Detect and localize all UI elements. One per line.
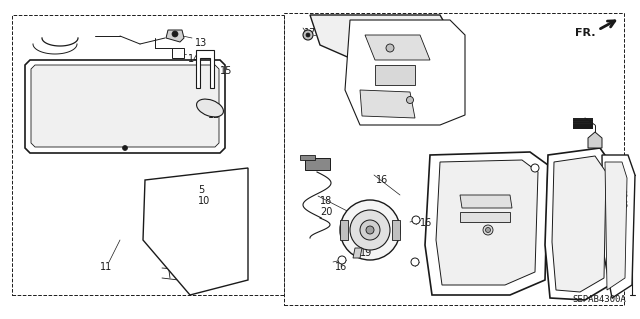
Polygon shape [143,168,248,295]
Circle shape [483,225,493,235]
Bar [12,15,284,295]
Text: 17: 17 [304,28,316,38]
Text: SEPAB4300A: SEPAB4300A [572,295,626,304]
Text: 14: 14 [188,54,200,64]
Text: 16: 16 [526,165,538,175]
Text: 2: 2 [605,210,611,220]
Circle shape [486,227,490,233]
Circle shape [406,97,413,103]
Text: 11: 11 [100,262,112,272]
Polygon shape [460,212,510,222]
Text: 13: 13 [195,38,207,48]
Text: 10: 10 [198,196,211,206]
Polygon shape [31,65,219,147]
Circle shape [122,145,127,151]
Polygon shape [166,30,184,42]
Polygon shape [300,155,315,160]
Polygon shape [360,90,415,118]
Polygon shape [552,156,606,292]
Polygon shape [460,195,512,208]
Circle shape [411,258,419,266]
Text: 15: 15 [220,66,232,76]
Text: 20: 20 [320,207,332,217]
Polygon shape [602,155,635,298]
Polygon shape [545,148,612,300]
Circle shape [531,164,539,172]
Circle shape [360,220,380,240]
Text: 16: 16 [335,262,348,272]
Circle shape [172,31,178,37]
Text: 4: 4 [500,248,506,258]
Text: FR.: FR. [575,28,595,38]
Polygon shape [310,15,460,80]
Text: 12: 12 [208,110,220,120]
Text: 9: 9 [500,258,506,268]
Polygon shape [353,248,362,258]
Polygon shape [365,35,430,60]
Text: 16: 16 [420,218,432,228]
Polygon shape [588,132,602,148]
Circle shape [366,226,374,234]
Text: 8: 8 [621,200,627,210]
Circle shape [303,30,313,40]
Polygon shape [25,60,225,153]
Text: 5: 5 [198,185,204,195]
Text: 1: 1 [605,200,611,210]
Polygon shape [172,48,184,58]
Ellipse shape [196,99,223,117]
Polygon shape [345,20,465,125]
Circle shape [412,216,420,224]
Polygon shape [340,220,348,240]
Circle shape [340,200,400,260]
Text: 3: 3 [621,190,627,200]
Polygon shape [425,152,548,295]
Text: 18: 18 [320,196,332,206]
Circle shape [350,210,390,250]
Polygon shape [375,65,415,85]
Circle shape [386,44,394,52]
Text: 19: 19 [360,248,372,258]
Polygon shape [392,220,400,240]
Polygon shape [305,158,330,170]
Polygon shape [605,162,627,290]
Polygon shape [196,50,214,88]
Polygon shape [436,160,538,285]
Circle shape [338,256,346,264]
Circle shape [306,33,310,37]
Bar [284,13,624,305]
Text: 16: 16 [376,175,388,185]
